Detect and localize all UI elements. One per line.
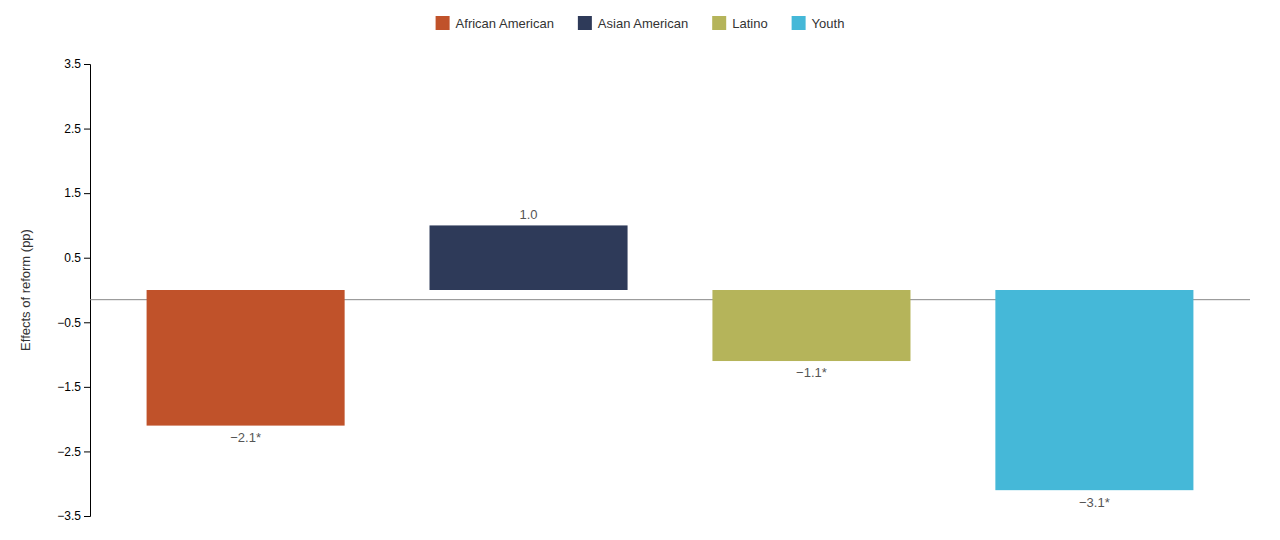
legend-swatch	[436, 16, 450, 30]
legend-swatch	[712, 16, 726, 30]
marks	[90, 225, 1250, 490]
legend-swatch	[578, 16, 592, 30]
bar	[712, 290, 910, 361]
y-tick-mark	[84, 258, 90, 259]
legend-label: African American	[456, 16, 554, 31]
y-tick-mark	[84, 387, 90, 388]
y-tick-label: −0.5	[57, 316, 81, 330]
legend: African American Asian American Latino Yout…	[436, 16, 845, 31]
legend-label: Latino	[732, 16, 767, 31]
data-label: −1.1*	[796, 365, 827, 380]
y-tick-mark	[84, 193, 90, 194]
legend-item: African American	[436, 16, 554, 31]
y-axis: −3.5 −2.5 −1.5 −0.5 0.5 1.5 2.5 3.5	[57, 57, 90, 523]
data-label: −3.1*	[1079, 495, 1110, 510]
y-tick-mark	[84, 516, 90, 517]
data-label: 1.0	[519, 207, 537, 222]
legend-item: Youth	[792, 16, 845, 31]
chart-svg: −3.5 −2.5 −1.5 −0.5 0.5 1.5 2.5 3.5 Effects of r…	[0, 0, 1280, 540]
data-label: −2.1*	[230, 430, 261, 445]
data-labels: −2.1* 1.0 −1.1* −3.1*	[230, 207, 1110, 509]
y-tick: −1.5	[57, 380, 90, 394]
y-tick-label: −3.5	[57, 509, 81, 523]
chart-container: −3.5 −2.5 −1.5 −0.5 0.5 1.5 2.5 3.5 Effects of r…	[0, 0, 1280, 540]
y-tick-label: −2.5	[57, 445, 81, 459]
y-tick: −0.5	[57, 316, 90, 330]
y-tick: 3.5	[64, 57, 90, 71]
y-axis-title: Effects of reform (pp)	[18, 229, 33, 351]
y-tick: 2.5	[64, 122, 90, 136]
y-tick-mark	[84, 451, 90, 452]
y-tick: 1.5	[64, 186, 90, 200]
y-tick: −3.5	[57, 509, 90, 523]
y-tick-mark	[84, 64, 90, 65]
y-axis-line	[84, 65, 91, 517]
y-tick-label: 2.5	[64, 122, 81, 136]
bar	[430, 225, 628, 290]
y-tick-label: −1.5	[57, 380, 81, 394]
bar	[147, 290, 345, 426]
y-tick-label: 0.5	[64, 251, 81, 265]
legend-label: Asian American	[598, 16, 688, 31]
plot-area: −3.5 −2.5 −1.5 −0.5 0.5 1.5 2.5 3.5 Effects of r…	[18, 57, 1250, 523]
y-tick-label: 1.5	[64, 186, 81, 200]
legend-label: Youth	[812, 16, 845, 31]
y-tick-mark	[84, 322, 90, 323]
legend-swatch	[792, 16, 806, 30]
y-tick-label: 3.5	[64, 57, 81, 71]
y-tick: −2.5	[57, 445, 90, 459]
legend-item: Latino	[712, 16, 767, 31]
bar	[995, 290, 1193, 490]
y-tick: 0.5	[64, 251, 90, 265]
y-tick-mark	[84, 129, 90, 130]
legend-item: Asian American	[578, 16, 688, 31]
